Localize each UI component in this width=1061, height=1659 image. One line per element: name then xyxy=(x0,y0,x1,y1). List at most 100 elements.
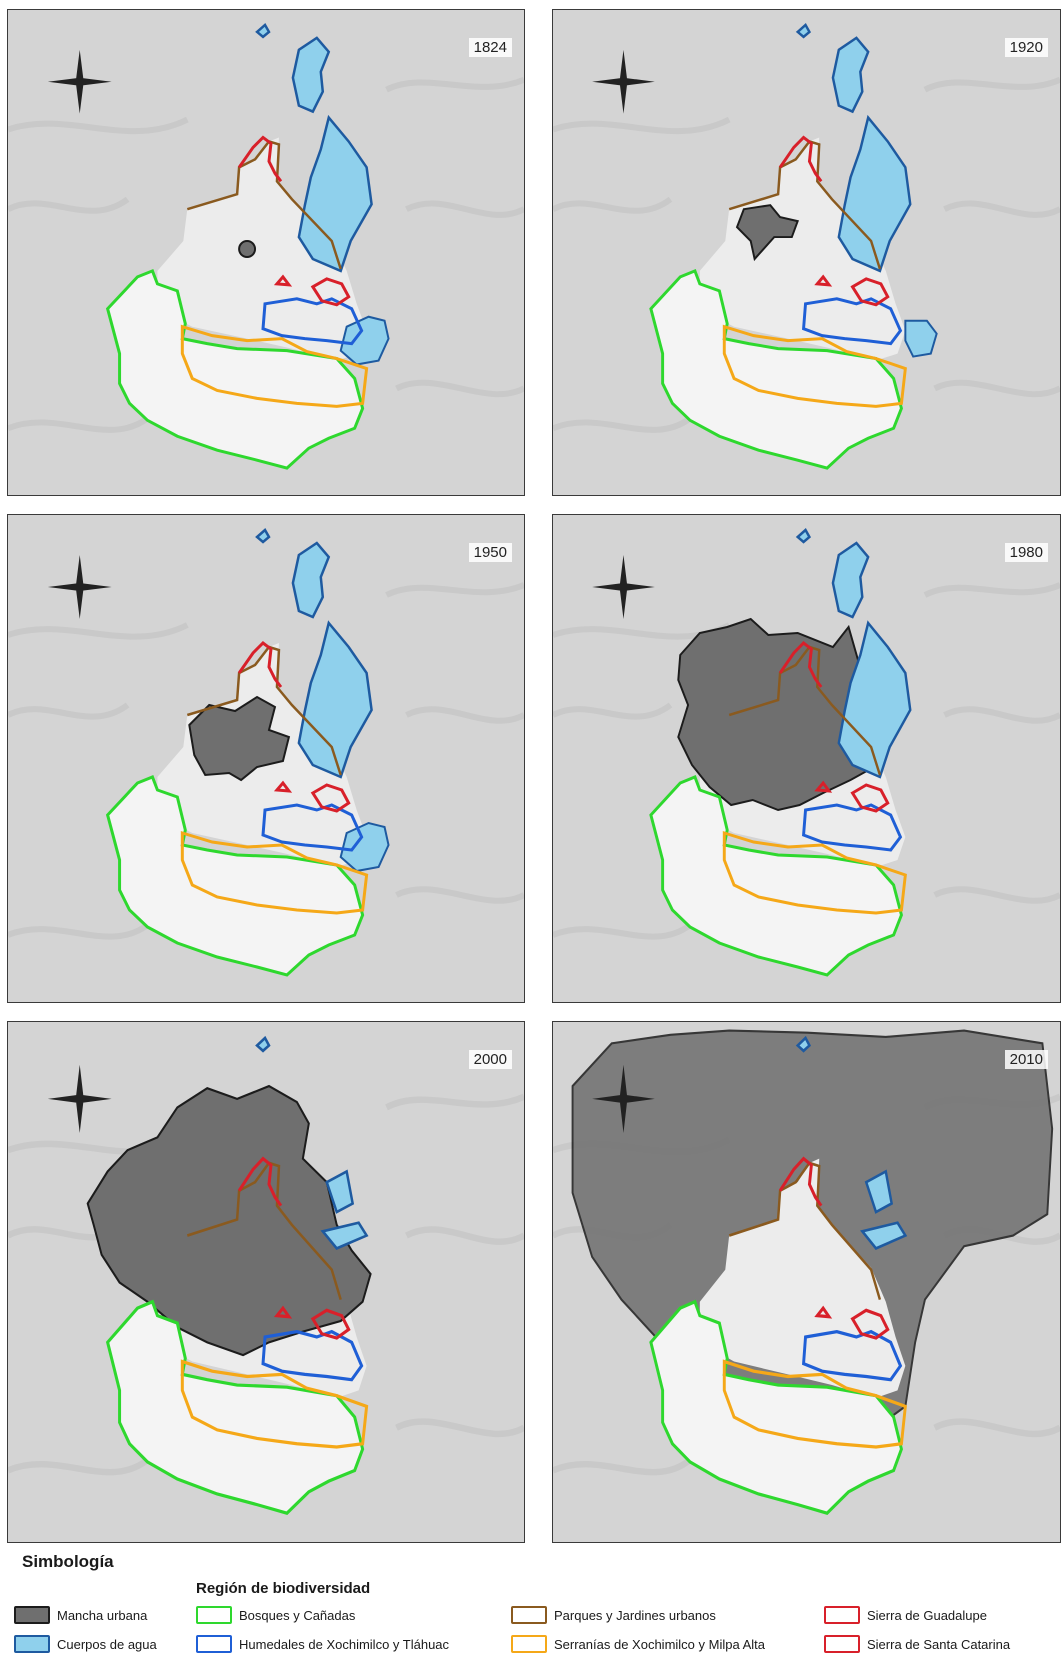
sierra-guadalupe-boundary xyxy=(237,1156,283,1207)
legend-item-mancha-urbana: Mancha urbana xyxy=(14,1606,147,1624)
legend-item-cuerpos-de-agua: Cuerpos de agua xyxy=(14,1635,157,1653)
urban-area xyxy=(735,204,800,262)
water-body xyxy=(255,22,271,39)
legend-title: Simbología xyxy=(22,1552,114,1571)
terrain-relief xyxy=(8,582,524,940)
legend-label: Mancha urbana xyxy=(57,1607,148,1623)
city-zone xyxy=(699,137,906,361)
sierra-santa-catarina-boundary xyxy=(310,277,351,307)
humedales-boundary xyxy=(802,803,903,852)
water-body xyxy=(339,315,390,366)
legend-swatch xyxy=(511,1606,547,1624)
water-body xyxy=(291,541,331,619)
map-panel-1980: 1980 xyxy=(552,514,1061,1003)
year-label: 1950 xyxy=(468,543,512,562)
sierra-santa-catarina-boundary xyxy=(273,274,293,287)
parques-jardines-boundary xyxy=(186,645,342,776)
water-body xyxy=(860,1221,908,1250)
urban-area xyxy=(86,1084,372,1357)
sierra-santa-catarina-boundary xyxy=(310,783,351,813)
sierra-santa-catarina-boundary xyxy=(850,277,890,307)
bosques-canadas-boundary xyxy=(105,775,365,977)
water-body xyxy=(837,114,912,273)
legend-swatch xyxy=(824,1606,860,1624)
legend-label: Sierra de Guadalupe xyxy=(867,1607,987,1623)
humedales-boundary xyxy=(261,803,364,852)
map-panel-1824: 1824 xyxy=(7,9,525,496)
legend-label: Serranías de Xochimilco y Milpa Alta xyxy=(554,1636,765,1652)
map-1950 xyxy=(8,515,524,1002)
water-body xyxy=(904,319,938,358)
legend-item-sierra-santa-catarina: Sierra de Santa Catarina xyxy=(824,1635,1010,1653)
humedales-boundary xyxy=(802,297,903,346)
water-body xyxy=(795,22,812,39)
sierra-santa-catarina-boundary xyxy=(310,1308,351,1340)
legend-swatch xyxy=(196,1606,232,1624)
sierra-guadalupe-boundary xyxy=(778,1156,823,1207)
map-panel-2000: 2000 xyxy=(7,1021,525,1543)
parques-jardines-boundary xyxy=(728,140,882,270)
sierra-guadalupe-boundary xyxy=(237,135,283,183)
water-body xyxy=(339,821,390,873)
legend-item-humedales: Humedales de Xochimilco y Tláhuac xyxy=(196,1635,449,1653)
legend-item-serranias: Serranías de Xochimilco y Milpa Alta xyxy=(511,1635,765,1653)
map-1980 xyxy=(553,515,1060,1002)
compass-rose-icon xyxy=(47,1064,112,1134)
sierra-santa-catarina-boundary xyxy=(850,1308,890,1340)
serranias-boundary xyxy=(722,1359,907,1449)
urban-area xyxy=(238,240,257,258)
compass-rose-icon xyxy=(592,555,655,619)
water-body xyxy=(320,1221,369,1250)
sierra-santa-catarina-boundary xyxy=(273,1305,293,1319)
sierra-santa-catarina-boundary xyxy=(814,780,833,793)
city-zone xyxy=(699,1158,906,1398)
serranias-boundary xyxy=(722,324,907,408)
map-panel-1950: 1950 xyxy=(7,514,525,1003)
legend-item-parques: Parques y Jardines urbanos xyxy=(511,1606,716,1624)
legend-swatch xyxy=(196,1635,232,1653)
compass-rose-icon xyxy=(592,49,655,114)
map-2000 xyxy=(8,1022,524,1542)
serranias-boundary xyxy=(180,324,369,408)
bosques-canadas-boundary xyxy=(649,775,903,977)
bosques-canadas-boundary xyxy=(649,268,903,470)
legend-swatch xyxy=(511,1635,547,1653)
legend-item-sierra-guadalupe: Sierra de Guadalupe xyxy=(824,1606,987,1624)
map-2010 xyxy=(553,1022,1060,1542)
water-body xyxy=(795,528,812,544)
sierra-santa-catarina-boundary xyxy=(814,1305,833,1319)
legend-label: Cuerpos de agua xyxy=(57,1636,157,1652)
legend-item-bosques: Bosques y Cañadas xyxy=(196,1606,355,1624)
terrain-relief xyxy=(8,76,524,433)
map-panel-2010: 2010 xyxy=(552,1021,1061,1543)
year-label: 1920 xyxy=(1004,38,1048,57)
sierra-guadalupe-boundary xyxy=(778,135,823,183)
sierra-guadalupe-boundary xyxy=(237,641,283,688)
serranias-boundary xyxy=(722,830,907,915)
water-body xyxy=(795,1035,812,1053)
bosques-canadas-boundary xyxy=(105,1299,365,1515)
legend-label: Parques y Jardines urbanos xyxy=(554,1607,716,1623)
year-label: 2000 xyxy=(468,1050,512,1069)
city-zone xyxy=(157,137,367,361)
urban-area xyxy=(188,695,291,782)
water-body xyxy=(831,36,870,114)
water-body xyxy=(297,620,373,779)
parques-jardines-boundary xyxy=(728,645,882,776)
parques-jardines-boundary xyxy=(186,140,342,270)
water-body xyxy=(255,1035,271,1053)
compass-rose-icon xyxy=(47,49,112,114)
water-body xyxy=(837,620,912,779)
terrain-relief xyxy=(553,76,1060,433)
map-1824 xyxy=(8,10,524,495)
sierra-santa-catarina-boundary xyxy=(273,780,293,793)
bosques-canadas-boundary xyxy=(105,268,365,470)
map-panel-1920: 1920 xyxy=(552,9,1061,496)
sierra-santa-catarina-boundary xyxy=(814,274,833,287)
legend-label: Humedales de Xochimilco y Tláhuac xyxy=(239,1636,450,1652)
year-label: 1980 xyxy=(1004,543,1048,562)
compass-rose-icon xyxy=(47,555,112,619)
water-body xyxy=(297,114,373,273)
legend-label: Sierra de Santa Catarina xyxy=(867,1636,1011,1652)
water-body xyxy=(864,1169,894,1214)
